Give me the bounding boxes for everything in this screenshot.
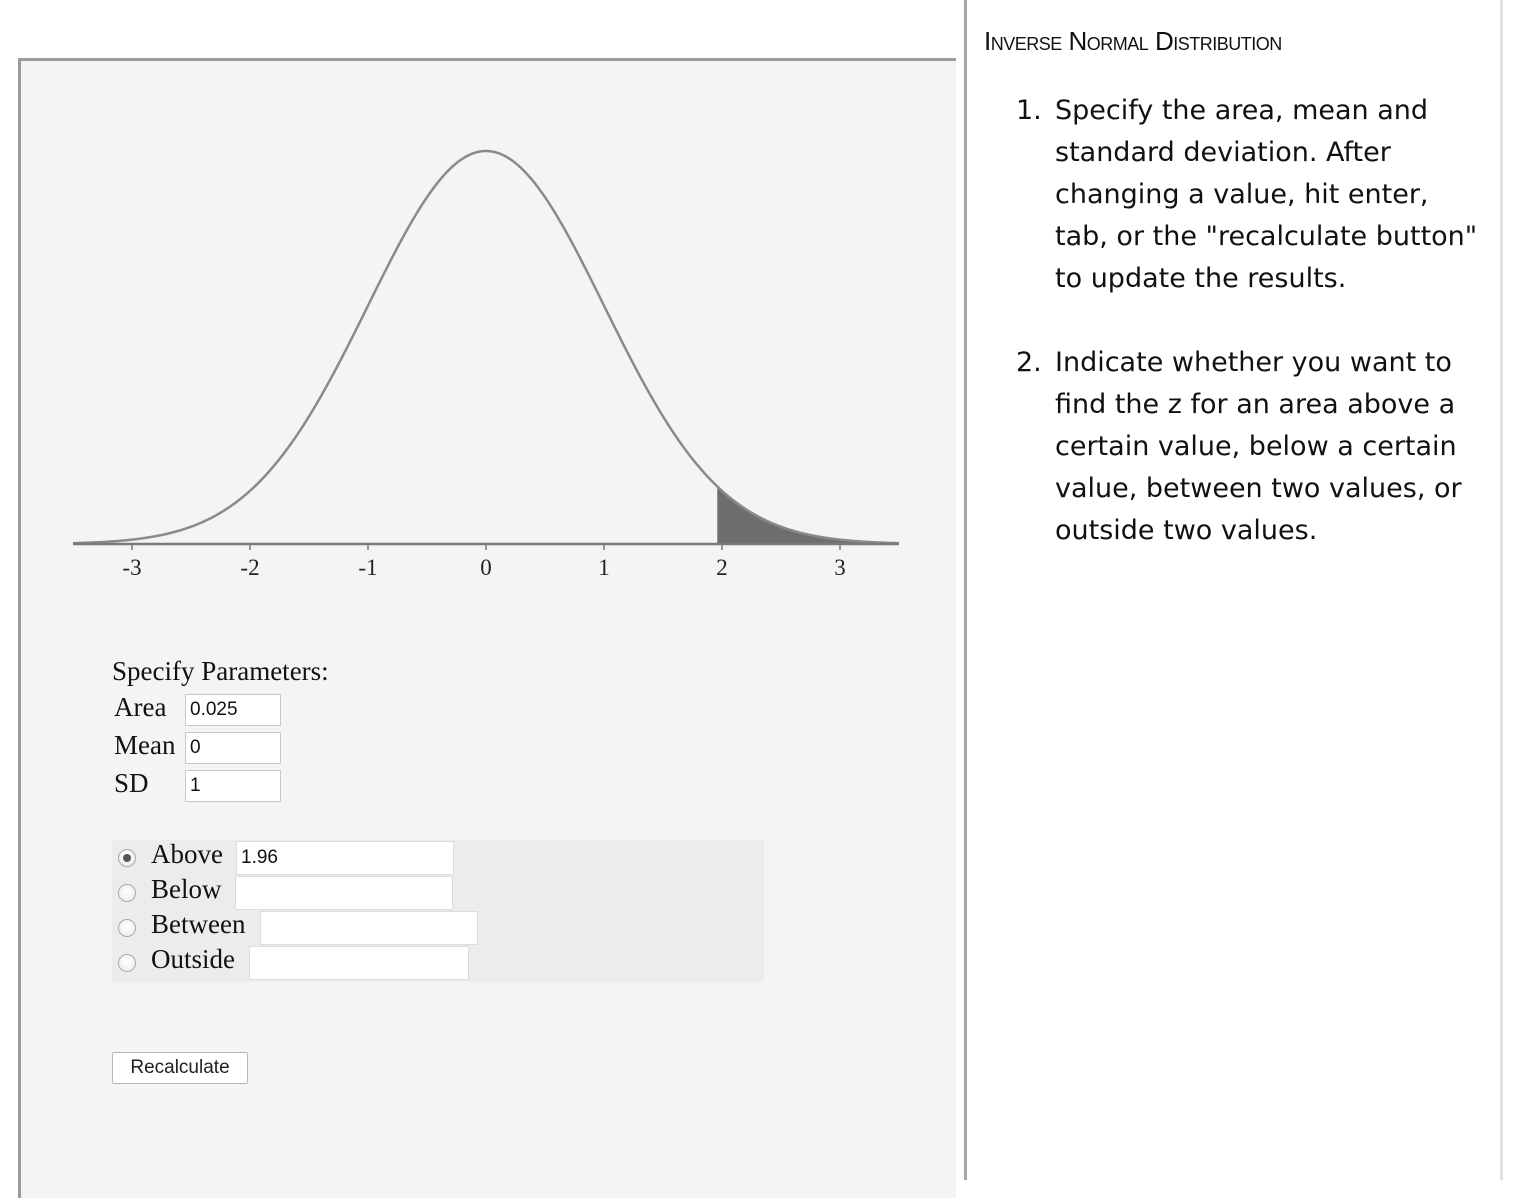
step-number: 2.	[1016, 347, 1042, 378]
radio-outside[interactable]	[118, 954, 136, 972]
area-input[interactable]	[185, 694, 281, 726]
area-label: Area	[114, 692, 167, 722]
app-panel	[18, 58, 956, 1198]
mean-label: Mean	[114, 730, 176, 760]
instruction-text: Specify the area, mean and standard devi…	[1055, 95, 1478, 294]
radio-above[interactable]	[118, 849, 136, 867]
below-value-input[interactable]	[235, 876, 453, 910]
area-options: Above Below Between Outside	[112, 839, 764, 982]
parameters-title: Specify Parameters:	[112, 656, 329, 686]
x-tick-label: -1	[358, 555, 377, 580]
x-tick-label: 0	[480, 555, 492, 580]
x-tick-label: 3	[834, 555, 846, 580]
instruction-item: 2. Indicate whether you want to find the…	[1016, 342, 1486, 552]
density-curve	[72, 149, 900, 545]
x-tick-label: -2	[240, 555, 259, 580]
instruction-item: 1. Specify the area, mean and standard d…	[1016, 90, 1486, 300]
x-tick-label: 2	[716, 555, 728, 580]
step-number: 1.	[1016, 95, 1042, 126]
x-tick-label: -3	[122, 555, 141, 580]
above-value-input[interactable]	[236, 841, 454, 875]
option-above-label: Above	[151, 839, 223, 869]
shaded-area	[717, 486, 899, 544]
sd-label: SD	[114, 768, 149, 798]
radio-between[interactable]	[118, 919, 136, 937]
sd-input[interactable]	[185, 770, 281, 802]
recalculate-button[interactable]: Recalculate	[112, 1052, 248, 1084]
between-value-input[interactable]	[260, 911, 478, 945]
page-title: Inverse Normal Distribution	[984, 26, 1282, 56]
option-outside-label: Outside	[151, 944, 235, 974]
instructions-list: 1. Specify the area, mean and standard d…	[1016, 90, 1486, 594]
panel-divider	[964, 0, 967, 1180]
right-edge-line	[1500, 0, 1503, 1180]
mean-input[interactable]	[185, 732, 281, 764]
radio-below[interactable]	[118, 884, 136, 902]
outside-value-input[interactable]	[249, 946, 469, 980]
normal-distribution-chart: -3 -2 -1 0 1 2 3	[72, 149, 900, 580]
instruction-text: Indicate whether you want to find the z …	[1055, 347, 1462, 546]
x-tick-label: 1	[598, 555, 610, 580]
option-between-label: Between	[151, 909, 246, 939]
option-below-label: Below	[151, 874, 222, 904]
